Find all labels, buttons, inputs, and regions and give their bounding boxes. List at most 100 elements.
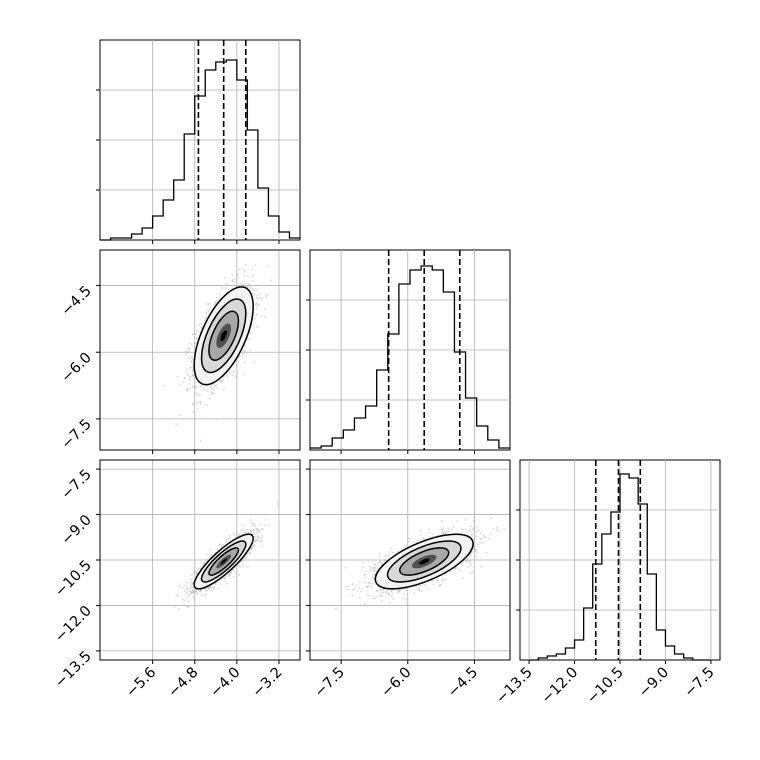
scatter-point — [464, 518, 467, 521]
scatter-point — [245, 557, 248, 559]
scatter-point — [345, 585, 347, 588]
scatter-point — [335, 607, 337, 610]
scatter-point — [244, 345, 247, 348]
scatter-point — [178, 608, 180, 610]
density-contour-4 — [220, 558, 227, 565]
scatter-point — [235, 572, 238, 575]
scatter-point — [205, 303, 208, 305]
scatter-point — [191, 374, 194, 377]
scatter-point — [359, 604, 362, 606]
scatter-point — [258, 529, 260, 531]
scatter-point — [419, 530, 422, 532]
scatter-point — [261, 545, 263, 548]
scatter-point — [192, 411, 195, 414]
scatter-point — [409, 537, 412, 540]
hist-panel-2 — [516, 459, 721, 664]
scatter-point — [253, 293, 256, 296]
scatter-point — [387, 551, 390, 553]
scatter-point — [358, 596, 361, 599]
scatter-point — [196, 329, 198, 332]
scatter-point — [242, 529, 245, 531]
scatter-point — [392, 598, 395, 600]
scatter-point — [240, 529, 243, 531]
scatter-point — [244, 361, 247, 364]
scatter-point — [365, 586, 368, 588]
scatter-point — [461, 531, 464, 533]
scatter-point — [472, 571, 474, 573]
scatter-point — [200, 439, 202, 442]
scatter-point — [195, 336, 198, 339]
scatter-point — [256, 326, 259, 328]
scatter-point — [200, 323, 203, 325]
scatter-point — [391, 592, 394, 595]
scatter-point — [200, 589, 202, 592]
scatter-point — [351, 594, 354, 597]
scatter-point — [192, 571, 195, 574]
scatter-point — [222, 388, 225, 391]
scatter-point — [209, 549, 212, 552]
scatter-point — [260, 540, 262, 543]
scatter-point — [182, 381, 184, 383]
scatter-point — [232, 278, 234, 281]
scatter-point — [215, 417, 218, 420]
scatter-point — [209, 587, 212, 589]
scatter-point — [253, 314, 255, 317]
scatter-point — [418, 588, 421, 591]
scatter-point — [192, 333, 195, 336]
scatter-point — [413, 592, 415, 595]
scatter-point — [382, 591, 385, 594]
scatter-point — [213, 303, 216, 306]
scatter-point — [192, 358, 195, 361]
scatter-point — [259, 296, 261, 299]
scatter-point — [173, 606, 176, 608]
scatter-point — [193, 346, 195, 348]
scatter-point — [376, 568, 379, 570]
scatter-point — [366, 594, 369, 597]
scatter-point — [412, 541, 415, 544]
scatter-point — [243, 282, 246, 284]
scatter-point — [219, 543, 222, 546]
scatter-point — [209, 302, 211, 304]
scatter-point — [255, 306, 258, 309]
scatter-point — [441, 528, 444, 531]
scatter-point — [185, 592, 188, 595]
scatter-point — [474, 548, 477, 551]
scatter-point — [241, 564, 244, 567]
scatter-point — [247, 531, 250, 534]
scatter-point — [195, 392, 198, 395]
scatter-point — [348, 585, 350, 588]
scatter-point — [473, 525, 476, 528]
scatter-point — [205, 403, 208, 406]
scatter-point — [191, 591, 193, 594]
scatter-point — [238, 268, 241, 271]
scatter-point — [247, 566, 249, 568]
density-contour-4 — [220, 330, 227, 342]
scatter-point — [203, 561, 205, 564]
scatter-point — [196, 569, 199, 572]
scatter-point — [217, 587, 220, 590]
scatter-panel-1-0 — [96, 244, 301, 454]
scatter-point — [419, 534, 422, 536]
scatter-point — [408, 540, 410, 543]
scatter-point — [373, 582, 376, 585]
scatter-point — [367, 584, 370, 587]
scatter-point — [228, 370, 231, 373]
scatter-point — [253, 532, 256, 535]
scatter-point — [482, 534, 485, 536]
scatter-point — [232, 371, 235, 373]
scatter-point — [247, 244, 249, 246]
scatter-point — [388, 601, 391, 604]
scatter-point — [187, 368, 189, 371]
scatter-point — [179, 414, 181, 417]
scatter-point — [243, 559, 246, 562]
scatter-point — [189, 375, 192, 378]
scatter-point — [178, 583, 181, 586]
scatter-point — [218, 544, 221, 547]
scatter-point — [207, 309, 210, 311]
scatter-point — [236, 273, 239, 276]
scatter-point — [264, 316, 266, 318]
scatter-point — [233, 284, 236, 287]
scatter-point — [260, 539, 262, 542]
scatter-point — [267, 524, 270, 526]
scatter-point — [205, 593, 208, 595]
